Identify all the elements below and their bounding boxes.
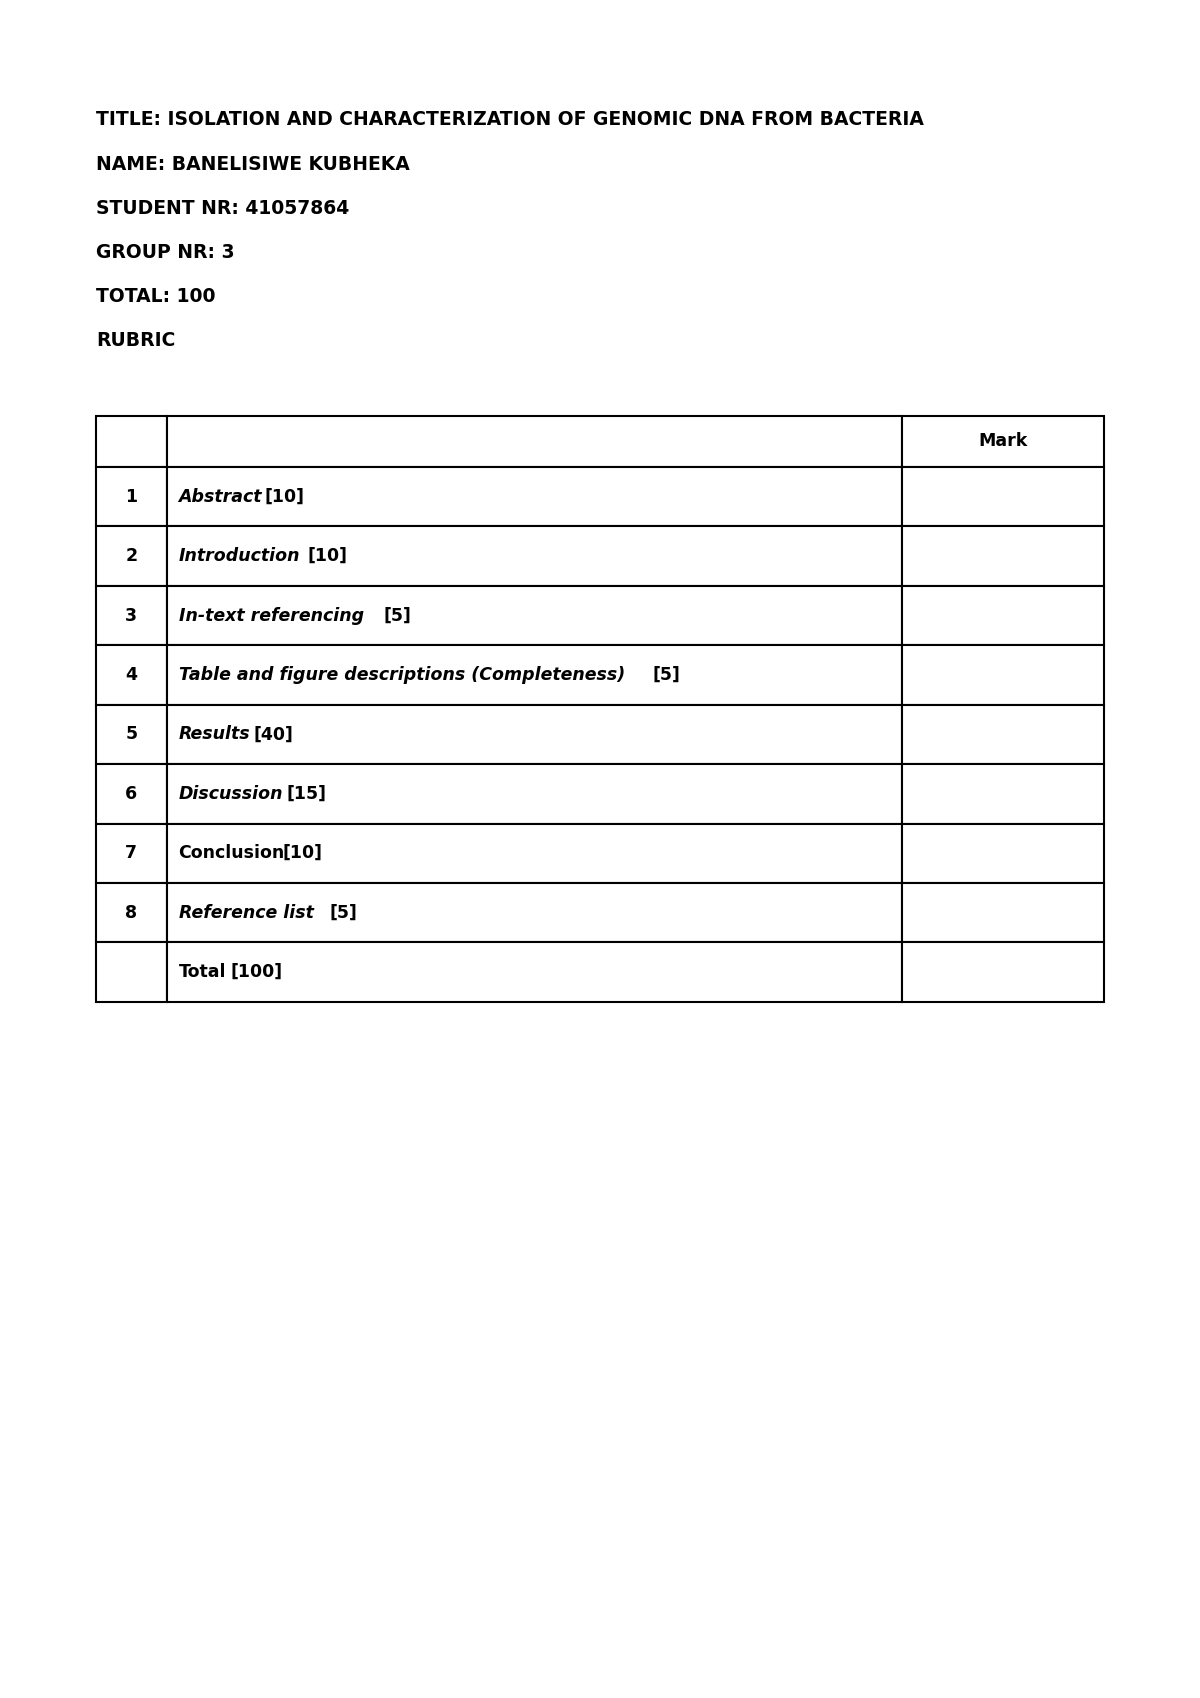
Text: Discussion: Discussion xyxy=(179,784,283,803)
Text: [15]: [15] xyxy=(286,784,326,803)
Text: Results: Results xyxy=(179,725,250,744)
Text: Total: Total xyxy=(179,963,226,981)
Text: TOTAL: 100: TOTAL: 100 xyxy=(96,287,216,306)
Text: NAME: BANELISIWE KUBHEKA: NAME: BANELISIWE KUBHEKA xyxy=(96,155,409,173)
Text: [40]: [40] xyxy=(254,725,294,744)
Text: 4: 4 xyxy=(125,666,137,684)
Text: [5]: [5] xyxy=(652,666,680,684)
Text: Table and figure descriptions (Completeness): Table and figure descriptions (Completen… xyxy=(179,666,625,684)
Text: Mark: Mark xyxy=(978,433,1028,450)
Text: 1: 1 xyxy=(125,487,137,506)
Text: [10]: [10] xyxy=(265,487,305,506)
Text: 2: 2 xyxy=(125,547,137,565)
Text: 7: 7 xyxy=(125,844,137,863)
Text: GROUP NR: 3: GROUP NR: 3 xyxy=(96,243,235,261)
Text: RUBRIC: RUBRIC xyxy=(96,331,175,350)
Text: Conclusion: Conclusion xyxy=(179,844,284,863)
Text: [5]: [5] xyxy=(329,903,358,922)
Text: Abstract: Abstract xyxy=(179,487,262,506)
Text: [10]: [10] xyxy=(283,844,323,863)
Text: [5]: [5] xyxy=(383,606,410,625)
Text: 8: 8 xyxy=(125,903,137,922)
Text: [10]: [10] xyxy=(307,547,348,565)
Text: [100]: [100] xyxy=(230,963,283,981)
Text: STUDENT NR: 41057864: STUDENT NR: 41057864 xyxy=(96,199,349,217)
Text: Reference list: Reference list xyxy=(179,903,313,922)
Text: TITLE: ISOLATION AND CHARACTERIZATION OF GENOMIC DNA FROM BACTERIA: TITLE: ISOLATION AND CHARACTERIZATION OF… xyxy=(96,110,924,129)
Text: 3: 3 xyxy=(125,606,137,625)
Text: Introduction: Introduction xyxy=(179,547,300,565)
Text: 6: 6 xyxy=(125,784,137,803)
Text: 5: 5 xyxy=(125,725,137,744)
Text: In-text referencing: In-text referencing xyxy=(179,606,364,625)
